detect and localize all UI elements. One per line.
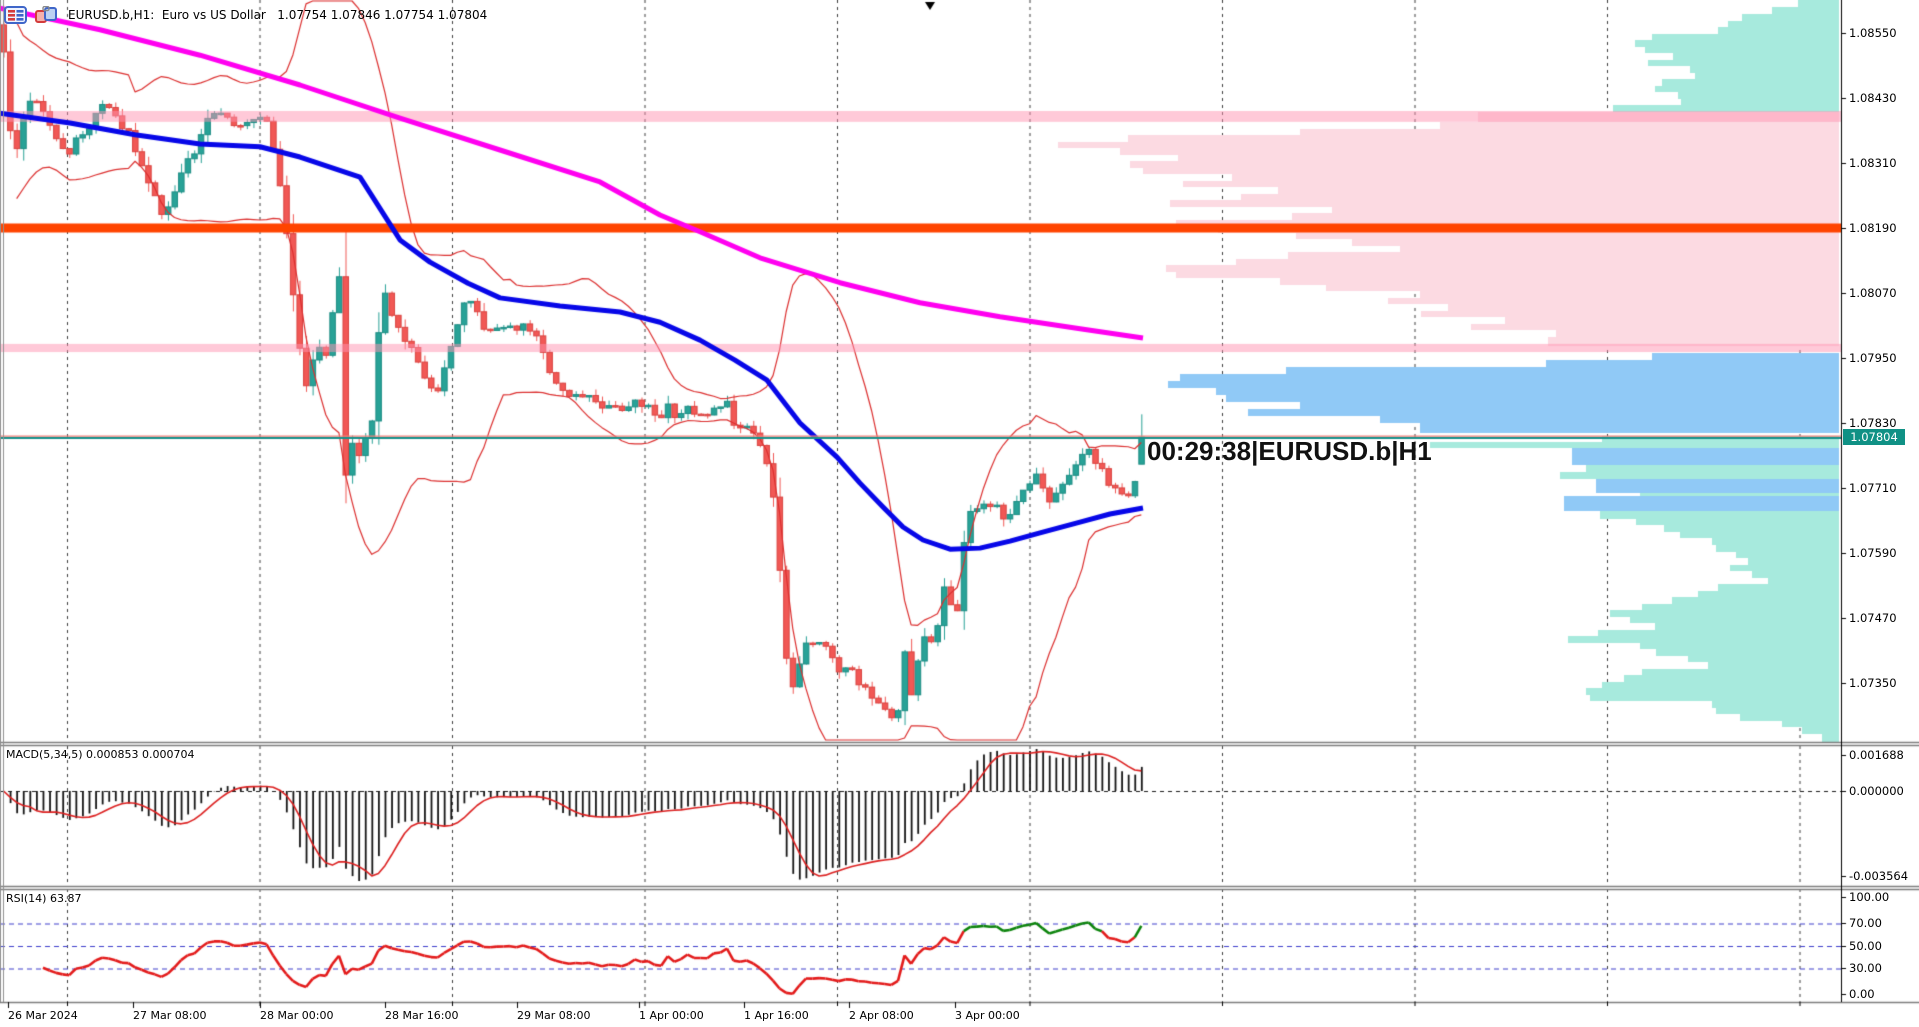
indicator-axis-label: 100.00 [1849, 890, 1890, 904]
price-axis-label: 1.07590 [1849, 546, 1897, 560]
price-axis-label: 1.07470 [1849, 611, 1897, 625]
indicator-axis-label: 70.00 [1849, 916, 1882, 930]
chart-bars-menu-icon[interactable] [4, 6, 28, 24]
time-axis-label: 2 Apr 08:00 [849, 1009, 914, 1022]
price-axis-label: 1.08550 [1849, 26, 1897, 40]
price-axis-label: 1.08070 [1849, 286, 1897, 300]
chart-objects-icon[interactable] [34, 5, 58, 24]
price-axis-label: 1.07710 [1849, 481, 1897, 495]
indicator-axis-label: 0.001688 [1849, 748, 1904, 762]
indicator-axis-label: -0.003564 [1849, 869, 1909, 883]
rsi-indicator-label: RSI(14) 63.87 [6, 892, 82, 905]
time-axis-label: 26 Mar 2024 [8, 1009, 78, 1022]
time-to-close-annotation: 00:29:38|EURUSD.b|H1 [1147, 436, 1432, 466]
current-price-badge: 1.07804 [1843, 429, 1905, 446]
price-axis-label: 1.08430 [1849, 91, 1897, 105]
price-axis-label: 1.07350 [1849, 676, 1897, 690]
chart-title: EURUSD.b,H1: Euro vs US Dollar 1.07754 1… [68, 8, 488, 22]
time-axis-label: 29 Mar 08:00 [517, 1009, 591, 1022]
indicator-axis-label: 30.00 [1849, 961, 1882, 975]
time-axis-label: 27 Mar 08:00 [133, 1009, 207, 1022]
indicator-axis-label: 0.00 [1849, 987, 1875, 1001]
price-axis-label: 1.08190 [1849, 221, 1897, 235]
chart-header: EURUSD.b,H1: Euro vs US Dollar 1.07754 1… [4, 5, 488, 24]
time-axis-label: 3 Apr 00:00 [955, 1009, 1020, 1022]
price-axis-label: 1.08310 [1849, 156, 1897, 170]
macd-indicator-label: MACD(5,34,5) 0.000853 0.000704 [6, 748, 195, 761]
price-axis-label: 1.07950 [1849, 351, 1897, 365]
indicator-axis-label: 0.000000 [1849, 784, 1904, 798]
time-axis-label: 28 Mar 00:00 [260, 1009, 334, 1022]
time-axis-label: 1 Apr 00:00 [639, 1009, 704, 1022]
time-axis-label: 1 Apr 16:00 [744, 1009, 809, 1022]
time-axis-label: 28 Mar 16:00 [385, 1009, 459, 1022]
price-axis-label: 1.07830 [1849, 416, 1897, 430]
indicator-axis-label: 50.00 [1849, 939, 1882, 953]
